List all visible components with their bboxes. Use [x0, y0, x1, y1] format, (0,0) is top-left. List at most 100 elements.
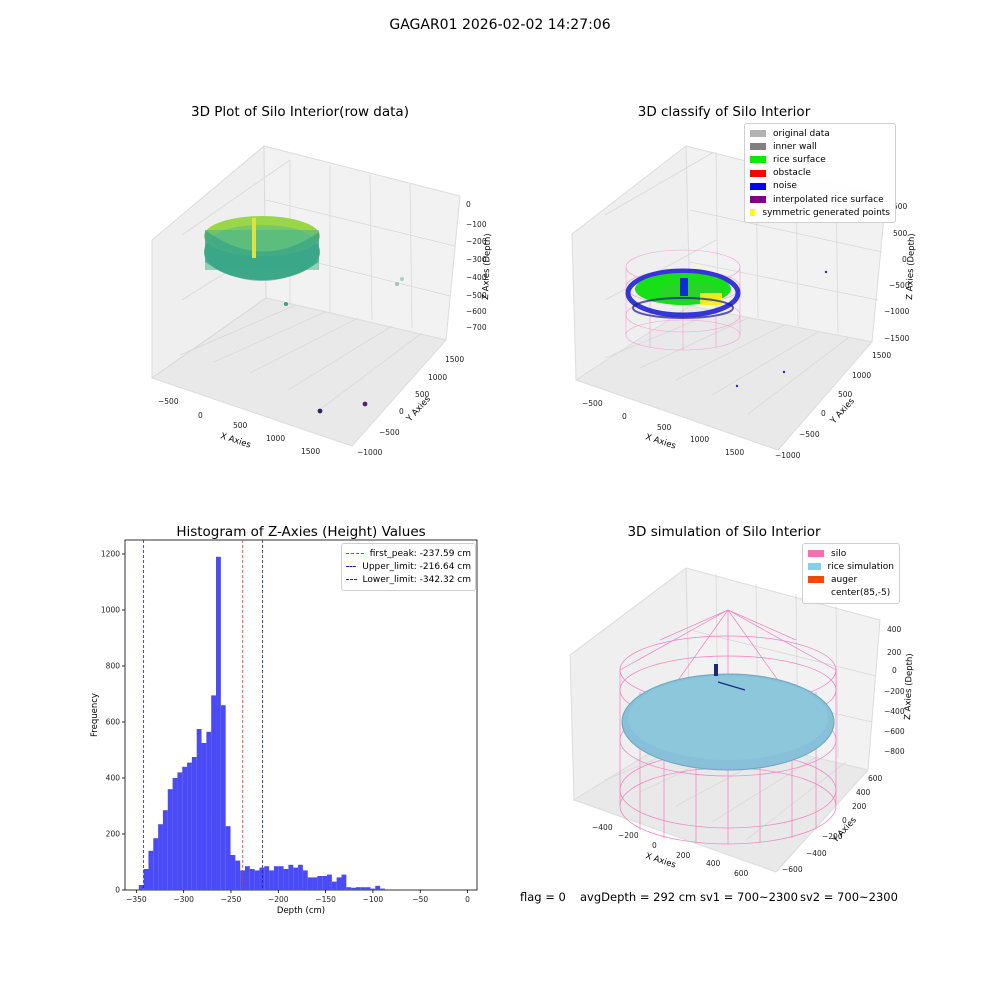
y-tick-label: 1200 [101, 550, 120, 559]
plot1-xtick: 0 [198, 411, 203, 420]
x-tick-label: −50 [412, 895, 428, 904]
histogram-bar [191, 757, 197, 890]
plot2-ztick: 500 [893, 229, 908, 238]
plot2-ztick: 0 [902, 255, 907, 264]
plot4-ztick: −800 [884, 747, 905, 756]
histogram-bar [225, 826, 231, 890]
histogram-bar [375, 885, 381, 890]
histogram-bar [249, 869, 255, 890]
legend-swatch [750, 182, 766, 190]
plot2-ztick: −1500 [884, 334, 910, 343]
plot4-xtick: 600 [734, 869, 749, 878]
histogram-bar [351, 887, 356, 890]
plot4-ztick: −200 [884, 687, 905, 696]
plot1-ytick: 1000 [428, 373, 447, 382]
histogram-bar [331, 881, 337, 890]
x-tick-label: −300 [173, 895, 194, 904]
plot4-ytick: 0 [842, 816, 847, 825]
plot4-ztick: −600 [884, 727, 905, 736]
plot1-ytick: −500 [379, 428, 400, 437]
histogram-bar [273, 866, 279, 890]
plot1-ztick: −600 [466, 307, 487, 316]
histogram-bar [355, 887, 361, 890]
histogram-bar [259, 867, 265, 890]
legend-entry: inner wall [750, 140, 890, 153]
auger-shaft [714, 664, 718, 676]
plot1-xtick: 500 [233, 421, 248, 430]
histogram-bar [162, 810, 168, 890]
plot1-xtick: −500 [158, 397, 179, 406]
legend-entry: interpolated rice surface [750, 193, 890, 206]
histogram-bar [283, 869, 289, 890]
histogram-bar [220, 705, 226, 890]
plot3-title: Histogram of Z-Axies (Height) Values [176, 524, 426, 540]
plot1-outlier-point [362, 401, 368, 407]
plot4-ytick: 600 [868, 774, 883, 783]
legend-entry: silo [808, 547, 894, 560]
histogram-bar [143, 869, 149, 890]
status-sv2: sv2 = 700~2300 [800, 890, 898, 904]
legend-entry: first_peak: -237.59 cm [346, 547, 471, 560]
plot2-ytick: −500 [799, 430, 820, 439]
plot4-xtick: 0 [652, 841, 657, 850]
histogram-bar [153, 838, 159, 890]
plot4-ytick: −400 [806, 849, 827, 858]
histogram-xlabel: Depth (cm) [277, 906, 325, 916]
plot2-ytick: 500 [838, 390, 853, 399]
legend-swatch [808, 589, 824, 597]
legend-entry: original data [750, 127, 890, 140]
legend-entry: center(85,-5) [808, 587, 894, 600]
y-tick-label: 400 [106, 774, 121, 783]
legend-entry: Lower_limit: -342.32 cm [346, 573, 471, 586]
plot2-ztick: −1000 [884, 307, 910, 316]
histogram-bar [312, 877, 318, 890]
plot2-ytick: 1500 [872, 351, 891, 360]
plot4-ytick: 200 [852, 802, 867, 811]
plot2-ztick: 500 [893, 202, 908, 211]
plot1-xtick: 1000 [266, 434, 285, 443]
histogram-bar [346, 887, 352, 890]
plot1-ytick: 500 [415, 390, 430, 399]
plot1-ztick: 0 [466, 200, 471, 209]
plot4-xtick: −200 [618, 831, 639, 840]
plot1-auger-spike [252, 218, 256, 258]
plot4-ytick: −200 [822, 832, 843, 841]
histogram-bar [138, 884, 144, 890]
histogram-bar [269, 870, 274, 890]
histogram-bar [327, 874, 332, 890]
histogram-bar [322, 876, 328, 890]
legend-swatch [750, 156, 766, 164]
histogram-bar [182, 766, 188, 890]
plot2-legend: original data inner wall rice surface ob… [744, 123, 896, 224]
histogram-bar [235, 860, 241, 890]
y-tick-label: 600 [106, 718, 121, 727]
plot1-title: 3D Plot of Silo Interior(row data) [191, 104, 409, 120]
plot1-ytick: 1500 [445, 355, 464, 364]
plot1-zlabel: Z Axies (Depth) [481, 233, 493, 300]
histogram-bar [230, 855, 236, 890]
x-tick-label: −250 [221, 895, 242, 904]
legend-swatch [750, 196, 766, 204]
plot1-ztick: −700 [466, 323, 487, 332]
plot1-ytick: 0 [399, 407, 404, 416]
legend-entry: noise [750, 180, 890, 193]
y-tick-label: 200 [106, 830, 121, 839]
histogram-bar [293, 867, 299, 890]
legend-line [346, 579, 357, 581]
legend-swatch [808, 563, 821, 571]
legend-entry: rice surface [750, 153, 890, 166]
histogram-bar [167, 789, 173, 890]
plot4-xlabel: X Axies [644, 851, 677, 870]
histogram-bar [380, 888, 385, 890]
x-tick-label: 0 [465, 895, 470, 904]
histogram-bar [365, 887, 371, 890]
legend-entry: obstacle [750, 167, 890, 180]
plot4-xtick: 400 [706, 859, 721, 868]
plot4-legend: silo rice simulation auger center(85,-5) [802, 543, 900, 604]
plot3-legend: first_peak: -237.59 cm Upper_limit: -216… [341, 543, 476, 591]
histogram-bar [341, 874, 347, 890]
legend-swatch [750, 169, 766, 177]
x-tick-label: −150 [315, 895, 336, 904]
